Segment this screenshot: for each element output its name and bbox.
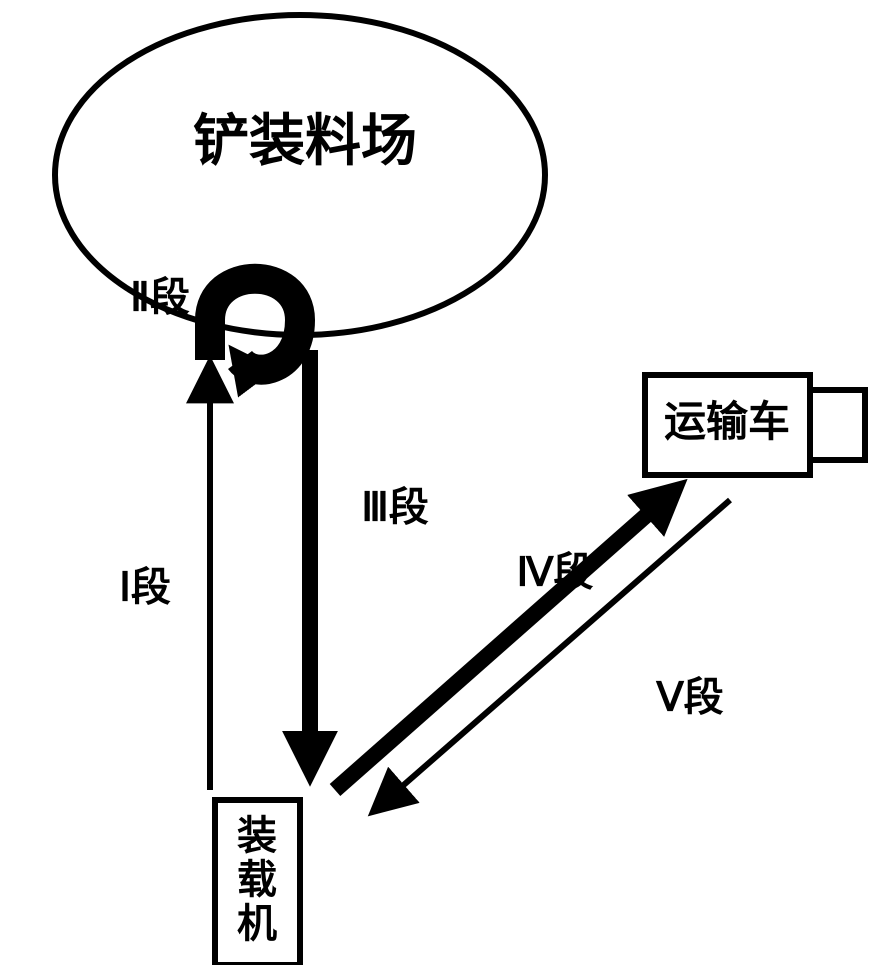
edge-seg4 [335,490,675,790]
loader-label: 装载机 [237,814,277,946]
yard-label: 铲装料场 [193,109,417,172]
label-seg5: Ⅴ段 [655,676,723,720]
label-seg4: Ⅳ段 [517,551,594,595]
edge-seg2 [210,279,300,370]
label-seg3: Ⅲ段 [361,486,429,530]
edge-seg5 [375,500,730,810]
truck-label: 运输车 [664,398,790,445]
label-seg1: Ⅰ段 [119,566,171,610]
loader-cycle-diagram: 铲装料场 运输车 装载机 Ⅰ段 Ⅱ段 Ⅲ段 Ⅳ段 Ⅴ段 [0,0,870,965]
label-seg2: Ⅱ段 [130,276,190,320]
